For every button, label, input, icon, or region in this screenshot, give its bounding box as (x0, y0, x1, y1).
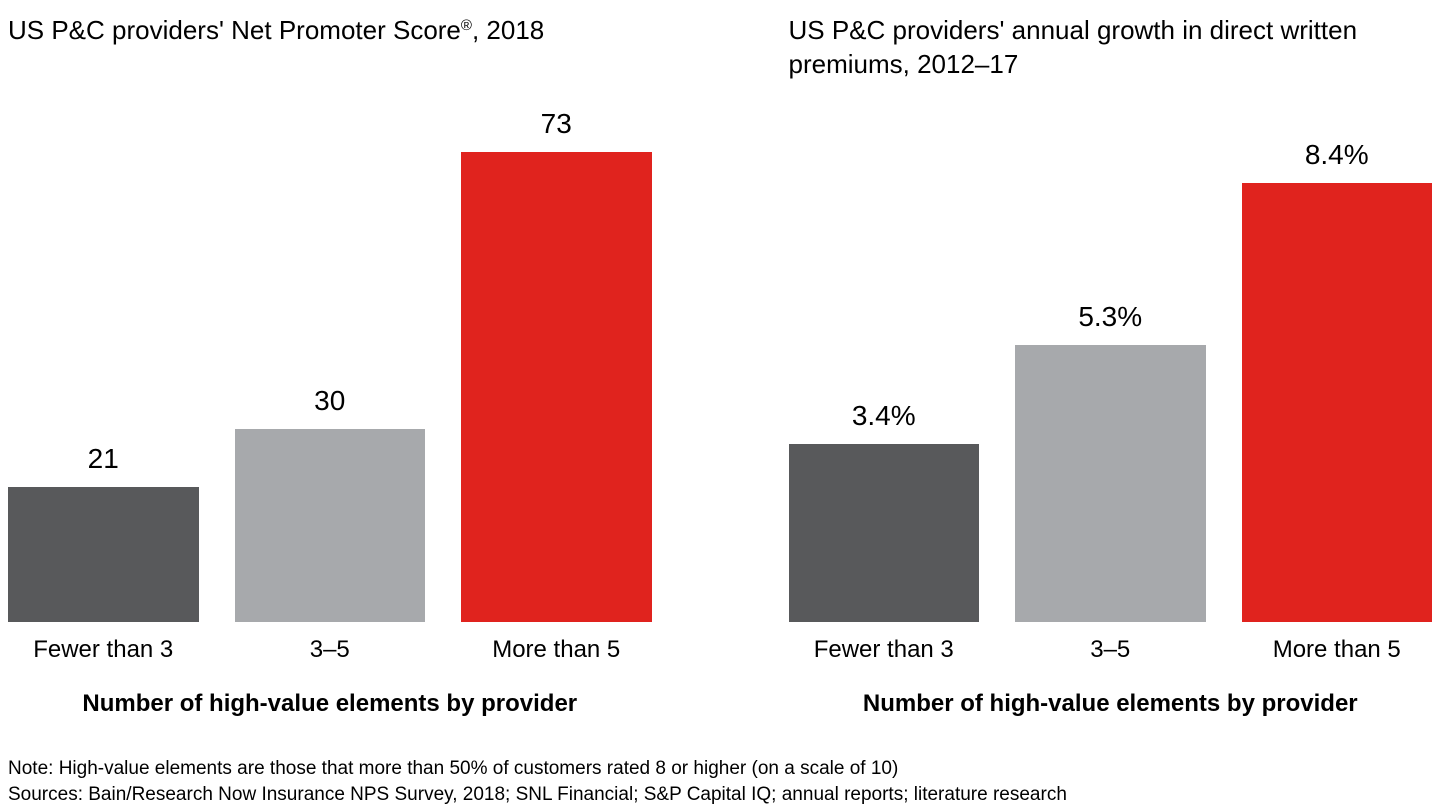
chart-title-suffix: , 2018 (471, 15, 545, 45)
chart-title-text: US P&C providers' annual growth in direc… (788, 15, 1358, 79)
category-label: 3–5 (309, 636, 350, 663)
bar (234, 428, 425, 622)
bar-value-label: 8.4% (1304, 139, 1369, 171)
chart-premium-growth: US P&C providers' annual growth in direc… (788, 10, 1433, 718)
chart-nps: US P&C providers' Net Promoter Score®, 2… (8, 10, 652, 718)
bar-group: 3.4% (788, 152, 979, 622)
footnotes: Note: High-value elements are those that… (8, 756, 1432, 808)
plot-area-nps: 21 30 73 Fewer than 3 3–5 More than 5 (8, 108, 652, 664)
bar-value-label: 73 (540, 108, 572, 139)
category-labels-row: Fewer than 3 3–5 More than 5 (789, 636, 1433, 664)
x-axis-title: Number of high-value elements by provide… (82, 690, 578, 717)
bar-group: 73 (461, 108, 652, 622)
category-label: More than 5 (1272, 636, 1401, 663)
bar (461, 152, 652, 622)
plot-area-premium-growth: 3.4% 5.3% 8.4% Fewer than 3 3–5 More than 5 (788, 139, 1433, 664)
bar (1015, 345, 1206, 622)
bar (1241, 183, 1432, 622)
charts-row: US P&C providers' Net Promoter Score®, 2… (8, 10, 1432, 718)
bar-group: 21 (8, 152, 199, 622)
chart-title-text: US P&C providers' Net Promoter Score (8, 15, 461, 45)
note-line: Note: High-value elements are those that… (8, 758, 899, 779)
bars-container: 3.4% 5.3% 8.4% (788, 139, 1432, 622)
category-labels-row: Fewer than 3 3–5 More than 5 (8, 636, 652, 664)
category-label: Fewer than 3 (33, 636, 174, 663)
bar-value-label: 5.3% (1078, 301, 1143, 333)
x-axis-title: Number of high-value elements by provide… (862, 690, 1358, 717)
category-label: Fewer than 3 (813, 636, 954, 663)
bars-container: 21 30 73 (8, 108, 652, 622)
bar-group: 30 (234, 152, 425, 622)
bar-group: 8.4% (1241, 139, 1432, 622)
bar-group: 5.3% (1015, 152, 1206, 622)
bar-value-label: 21 (87, 442, 119, 474)
category-label: More than 5 (492, 636, 621, 663)
bar (8, 486, 199, 622)
chart-title-premium-growth: US P&C providers' annual growth in direc… (789, 10, 1389, 152)
bar (788, 444, 979, 622)
category-label: 3–5 (1090, 636, 1131, 663)
sources-line: Sources: Bain/Research Now Insurance NPS… (8, 784, 1067, 806)
bar-value-label: 30 (314, 384, 346, 416)
chart-title-nps: US P&C providers' Net Promoter Score®, 2… (8, 10, 652, 152)
bar-value-label: 3.4% (851, 400, 916, 432)
registered-trademark-symbol: ® (460, 17, 472, 34)
